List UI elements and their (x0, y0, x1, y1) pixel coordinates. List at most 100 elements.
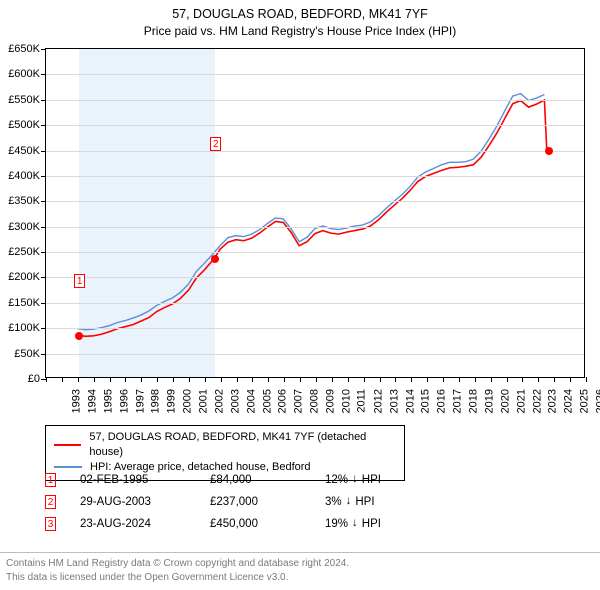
xtick-mark (364, 377, 365, 382)
xtick-mark (538, 377, 539, 382)
xtick-label: 2011 (356, 389, 368, 413)
ytick-label: £300K (8, 221, 40, 233)
xtick-mark (189, 377, 190, 382)
ytick-label: £100K (8, 322, 40, 334)
xtick-mark (221, 377, 222, 382)
xtick-label: 2001 (198, 389, 210, 413)
xtick-mark (380, 377, 381, 382)
xtick-mark (94, 377, 95, 382)
xtick-label: 1995 (102, 389, 114, 413)
ytick-label: £150K (8, 297, 40, 309)
footer: Contains HM Land Registry data © Crown c… (0, 552, 600, 584)
sales-row-delta-pct: 3% (325, 496, 342, 508)
xtick-mark (78, 377, 79, 382)
sales-row-index: 2 (45, 495, 56, 509)
sales-row-price: £450,000 (210, 518, 325, 530)
sales-row-date: 29-AUG-2003 (80, 496, 210, 508)
ytick-mark (41, 277, 46, 278)
ytick-mark (41, 125, 46, 126)
legend-label: 57, DOUGLAS ROAD, BEDFORD, MK41 7YF (det… (89, 430, 396, 460)
sales-row-index: 1 (45, 473, 56, 487)
xtick-label: 2014 (404, 389, 416, 413)
xtick-mark (348, 377, 349, 382)
xtick-mark (459, 377, 460, 382)
ytick-mark (41, 328, 46, 329)
sales-row-date: 23-AUG-2024 (80, 518, 210, 530)
xtick-label: 2012 (372, 389, 384, 413)
xtick-label: 2015 (420, 389, 432, 413)
footer-line-2: This data is licensed under the Open Gov… (6, 571, 594, 585)
series-hpi (78, 94, 545, 330)
xtick-mark (284, 377, 285, 382)
gridline-y (46, 303, 584, 304)
sales-row-hpi-label: HPI (355, 496, 374, 508)
sales-row-delta: 19%↓HPI (325, 518, 381, 530)
xtick-label: 2008 (309, 389, 321, 413)
xtick-mark (125, 377, 126, 382)
xtick-label: 2021 (515, 389, 527, 413)
xtick-mark (316, 377, 317, 382)
xtick-mark (522, 377, 523, 382)
ytick-mark (41, 201, 46, 202)
xtick-label: 2019 (483, 389, 495, 413)
xtick-mark (554, 377, 555, 382)
ytick-label: £400K (8, 170, 40, 182)
ytick-label: £0 (28, 373, 40, 385)
gridline-y (46, 176, 584, 177)
sales-row-price: £84,000 (210, 474, 325, 486)
sales-row-price: £237,000 (210, 496, 325, 508)
xtick-label: 2018 (468, 389, 480, 413)
gridline-y (46, 151, 584, 152)
xtick-mark (491, 377, 492, 382)
ytick-label: £450K (8, 145, 40, 157)
legend-swatch (54, 444, 81, 446)
sales-row-delta: 3% ↓HPI (325, 496, 375, 508)
xtick-label: 2013 (388, 389, 400, 413)
xtick-mark (237, 377, 238, 382)
xtick-mark (395, 377, 396, 382)
ytick-mark (41, 100, 46, 101)
ytick-label: £550K (8, 94, 40, 106)
xtick-mark (475, 377, 476, 382)
xtick-mark (427, 377, 428, 382)
ytick-label: £250K (8, 246, 40, 258)
sales-row-date: 02-FEB-1995 (80, 474, 210, 486)
ytick-mark (41, 227, 46, 228)
xtick-label: 1996 (118, 389, 130, 413)
sales-row-delta-pct: 19% (325, 518, 348, 530)
xtick-label: 2023 (547, 389, 559, 413)
gridline-y (46, 252, 584, 253)
footer-line-1: Contains HM Land Registry data © Crown c… (6, 557, 594, 571)
xtick-label: 2009 (325, 389, 337, 413)
xtick-mark (268, 377, 269, 382)
chart-area: £0£50K£100K£150K£200K£250K£300K£350K£400… (45, 48, 585, 378)
gridline-y (46, 227, 584, 228)
sales-row-hpi-label: HPI (362, 474, 381, 486)
xtick-label: 2007 (293, 389, 305, 413)
xtick-label: 1998 (150, 389, 162, 413)
sale-marker-1: 1 (74, 274, 85, 288)
sales-row-index: 3 (45, 517, 56, 531)
arrow-down-icon: ↓ (352, 518, 358, 530)
sales-row-delta: 12%↓HPI (325, 474, 381, 486)
gridline-y (46, 201, 584, 202)
xtick-mark (110, 377, 111, 382)
ytick-mark (41, 354, 46, 355)
xtick-label: 2017 (452, 389, 464, 413)
xtick-label: 2005 (261, 389, 273, 413)
ytick-label: £600K (8, 68, 40, 80)
xtick-label: 2026 (595, 389, 600, 413)
arrow-down-icon: ↓ (346, 496, 352, 508)
xtick-mark (252, 377, 253, 382)
gridline-y (46, 354, 584, 355)
sales-table: 1 02-FEB-1995£84,00012%↓HPI 2 29-AUG-2003£2… (45, 469, 381, 535)
gridline-y (46, 328, 584, 329)
xtick-mark (332, 377, 333, 382)
sales-row: 1 02-FEB-1995£84,00012%↓HPI (45, 469, 381, 491)
xtick-mark (507, 377, 508, 382)
ytick-mark (41, 151, 46, 152)
xtick-label: 1999 (166, 389, 178, 413)
xtick-mark (62, 377, 63, 382)
title-main: 57, DOUGLAS ROAD, BEDFORD, MK41 7YF (0, 6, 600, 23)
xtick-label: 1993 (70, 389, 82, 413)
